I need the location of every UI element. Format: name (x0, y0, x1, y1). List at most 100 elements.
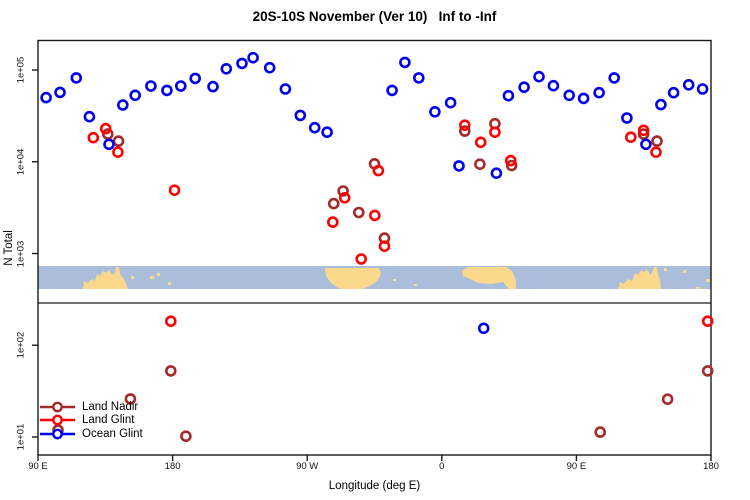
map-strip-land (83, 267, 128, 289)
map-strip-land (462, 267, 516, 289)
y-tick-label: 1e+03 (15, 240, 27, 267)
point-ocean-glint (502, 89, 515, 102)
point-ocean-glint (117, 99, 129, 111)
point-ocean-glint (386, 84, 398, 97)
point-land-nadir (594, 426, 607, 438)
point-land-glint (701, 315, 714, 328)
point-ocean-glint (207, 80, 219, 93)
point-land-glint (355, 253, 368, 265)
map-strip-land (618, 267, 661, 289)
point-ocean-glint (621, 112, 633, 124)
x-tick-label: 90 E (28, 461, 48, 472)
legend-swatch-land-nadir (40, 401, 75, 413)
point-land-glint (372, 164, 385, 177)
point-ocean-glint (696, 83, 709, 95)
point-ocean-glint (175, 80, 187, 92)
point-land-glint (650, 146, 662, 158)
point-land-nadir (102, 128, 114, 140)
map-strip-island (414, 284, 417, 286)
point-land-glint (112, 146, 124, 158)
point-land-glint (168, 184, 181, 196)
legend-circle (52, 414, 63, 426)
y-tick-label: 1e+01 (15, 423, 27, 451)
y-tick-label: 1e+05 (15, 56, 27, 84)
point-land-nadir (458, 125, 471, 137)
point-ocean-glint (608, 72, 621, 84)
point-ocean-glint (54, 86, 66, 99)
map-strip-island (393, 279, 396, 281)
point-ocean-glint (129, 89, 141, 102)
plot-border (37, 39, 712, 456)
point-ocean-glint (103, 138, 115, 151)
point-land-nadir (505, 159, 518, 172)
point-ocean-glint (70, 72, 83, 84)
map-strip-island (168, 282, 171, 285)
point-ocean-glint (161, 84, 173, 97)
point-ocean-glint (247, 51, 259, 64)
point-ocean-glint (189, 72, 201, 85)
point-ocean-glint (682, 79, 695, 91)
point-land-nadir (180, 430, 192, 443)
point-land-glint (87, 131, 100, 144)
point-land-nadir (124, 393, 137, 405)
point-ocean-glint (577, 92, 590, 105)
x-tick-label: 0 (439, 461, 445, 472)
x-tick-label: 90 W (296, 461, 319, 472)
point-ocean-glint (308, 121, 321, 134)
point-land-glint (504, 154, 517, 167)
y-tick-label: 1e+02 (15, 331, 27, 359)
point-land-glint (624, 131, 637, 143)
point-land-glint (368, 209, 381, 222)
legend-swatch-ocean-glint (40, 428, 75, 440)
point-land-glint (165, 315, 177, 328)
point-ocean-glint (667, 86, 680, 99)
map-strip-island (157, 273, 160, 276)
point-ocean-glint (263, 61, 276, 74)
point-land-nadir (661, 393, 674, 406)
point-ocean-glint (593, 86, 605, 99)
legend-circle (52, 401, 63, 413)
point-ocean-glint (490, 167, 503, 179)
point-ocean-glint (321, 126, 333, 138)
point-ocean-glint (640, 138, 652, 151)
point-ocean-glint (429, 106, 441, 118)
point-land-glint (489, 126, 501, 138)
y-axis-label: N Total (3, 230, 15, 266)
point-ocean-glint (453, 160, 465, 172)
point-ocean-glint (399, 56, 411, 69)
point-ocean-glint (294, 109, 307, 122)
point-ocean-glint (518, 81, 530, 93)
point-land-glint (99, 122, 112, 135)
point-land-nadir (474, 158, 486, 170)
point-land-glint (458, 119, 471, 131)
point-land-nadir (352, 206, 365, 219)
map-strip-island (664, 268, 667, 271)
x-tick-label: 90 E (566, 461, 587, 472)
map-strip-island (150, 276, 154, 279)
point-land-glint (474, 136, 487, 149)
legend-item-ocean-glint: Ocean Glint (39, 427, 143, 441)
point-ocean-glint (145, 80, 157, 92)
point-ocean-glint (547, 79, 560, 92)
point-land-nadir (701, 365, 714, 377)
map-strip-island (683, 270, 686, 273)
map-strip-land (325, 268, 381, 289)
point-ocean-glint (279, 83, 292, 95)
y-tick-label: 1e+04 (15, 148, 27, 176)
point-land-glint (326, 216, 339, 228)
point-ocean-glint (40, 91, 52, 104)
point-ocean-glint (563, 89, 576, 102)
x-tick-label: 180 (703, 461, 719, 472)
point-land-nadir (637, 128, 650, 140)
legend-item-land-glint: Land Glint (39, 414, 143, 428)
legend: Land Nadir Land Glint Ocean Glint (39, 400, 143, 441)
legend-swatch-land-glint (40, 414, 75, 426)
legend-label: Land Nadir (82, 400, 139, 413)
point-land-nadir (337, 185, 349, 197)
point-ocean-glint (83, 110, 96, 123)
point-land-nadir (651, 135, 663, 147)
point-ocean-glint (477, 322, 490, 335)
map-strip-island (131, 276, 134, 279)
